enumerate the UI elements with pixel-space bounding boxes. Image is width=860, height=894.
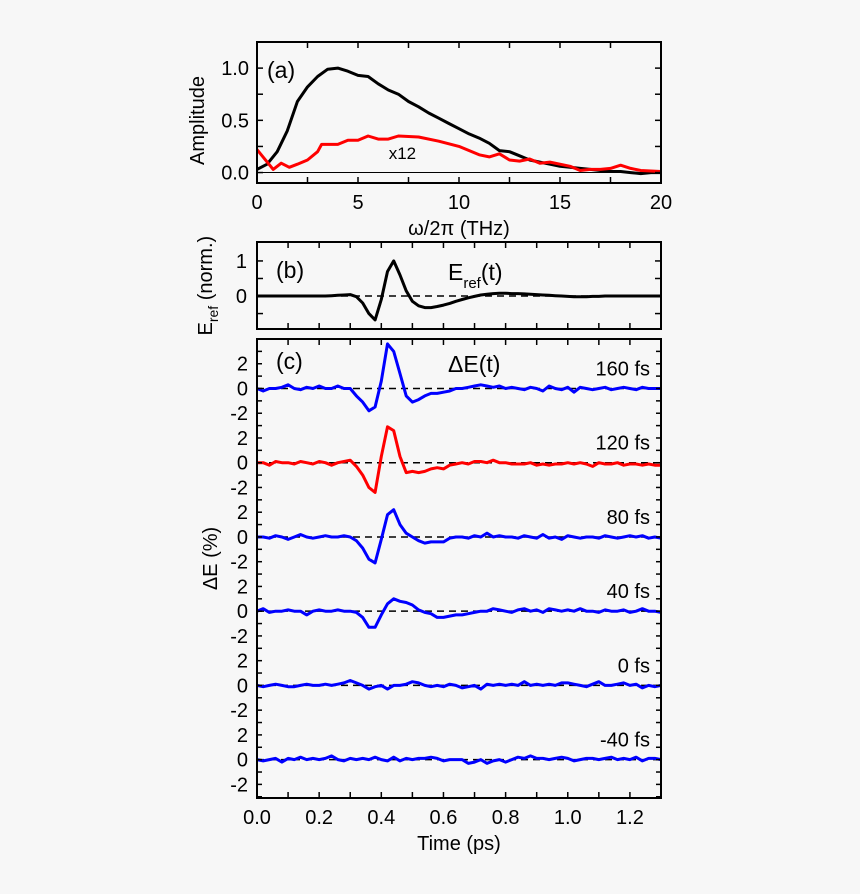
trace-line-80fs [257, 508, 662, 565]
y-tick-label: 2 [237, 725, 248, 747]
panel-label: (a) [267, 57, 295, 83]
y-axis-label: Eref (norm.) [195, 236, 221, 336]
y-tick-label: 0.0 [221, 163, 249, 185]
y-tick-label: 2 [237, 502, 248, 524]
delay-label: 0 fs [618, 655, 650, 677]
y-label-subscript: ref [205, 306, 221, 322]
panel-title: Eref(t) [448, 259, 503, 292]
delay-label: 80 fs [607, 507, 650, 529]
trace-line-0fs [256, 679, 662, 691]
y-tick-label: 0 [237, 453, 248, 475]
panel-title: ΔE(t) [448, 351, 500, 377]
y-axis-label: Amplitude [187, 76, 209, 165]
y-tick-label: -2 [230, 403, 248, 425]
y-tick-label: 2 [237, 428, 248, 450]
trace-line-120fs [257, 425, 661, 494]
reference-field-line [257, 259, 661, 322]
x-tick-label: 15 [549, 192, 571, 214]
trace-line-40fs [256, 597, 662, 629]
y-tick-label: 2 [237, 354, 248, 376]
x-tick-label: 0 [251, 192, 262, 214]
y-axis-label: ΔE (%) [200, 527, 222, 590]
y-tick-label: 0 [237, 378, 248, 400]
x-tick-label: 1.2 [616, 807, 644, 829]
trace-line-160fs [256, 342, 661, 413]
x-axis-label: Time (ps) [417, 833, 501, 855]
y-tick-label: -2 [230, 552, 248, 574]
spectrum-line-1 [255, 134, 662, 173]
y-tick-label: 0 [237, 527, 248, 549]
y-tick-label: -2 [230, 626, 248, 648]
y-tick-label: 2 [237, 576, 248, 598]
y-tick-label: 1 [236, 251, 247, 273]
delay-label: 160 fs [596, 358, 650, 380]
delay-label: -40 fs [600, 730, 650, 752]
x-tick-label: 0.4 [367, 807, 395, 829]
y-tick-label: 2 [237, 651, 248, 673]
y-label-main: E [195, 322, 217, 335]
y-tick-label: 1.0 [221, 58, 249, 80]
plot-frame [256, 338, 662, 799]
y-tick-label: 0.5 [221, 110, 249, 132]
panel-label: (b) [276, 257, 304, 283]
delay-label: 120 fs [596, 433, 650, 455]
scale-annotation: x12 [389, 144, 416, 163]
y-tick-label: 0 [237, 601, 248, 623]
panel-b: 01 (b) Eref(t)Eref (norm.) [195, 236, 662, 336]
x-tick-label: 0.8 [492, 807, 520, 829]
x-tick-label: 1.0 [554, 807, 582, 829]
x-tick-label: 0.6 [430, 807, 458, 829]
x-tick-label: 0.0 [243, 807, 271, 829]
y-label-tail: (norm.) [195, 236, 217, 306]
x-tick-label: 10 [448, 192, 470, 214]
y-tick-label: 0 [236, 286, 247, 308]
title-main: E [448, 259, 463, 285]
trace-line--40fs [256, 754, 662, 765]
x-tick-label: 0.2 [305, 807, 333, 829]
title-tail: (t) [481, 259, 503, 285]
panel-a: 0 5 10 15 20 0.0 0.5 1.0 ω/2π (THz) Amplitude (a) x… [187, 41, 672, 240]
y-tick-label: 0 [237, 675, 248, 697]
y-tick-label: -2 [230, 700, 248, 722]
y-tick-label: -2 [230, 477, 248, 499]
x-tick-label: 20 [650, 192, 672, 214]
delay-label: 40 fs [607, 581, 650, 603]
title-subscript: ref [463, 275, 481, 292]
y-tick-label: 0 [237, 750, 248, 772]
panel-label: (c) [276, 348, 303, 374]
y-tick-label: -2 [230, 774, 248, 796]
plot-frame [256, 241, 662, 330]
x-axis-label: ω/2π (THz) [408, 218, 510, 240]
x-tick-label: 5 [352, 192, 363, 214]
